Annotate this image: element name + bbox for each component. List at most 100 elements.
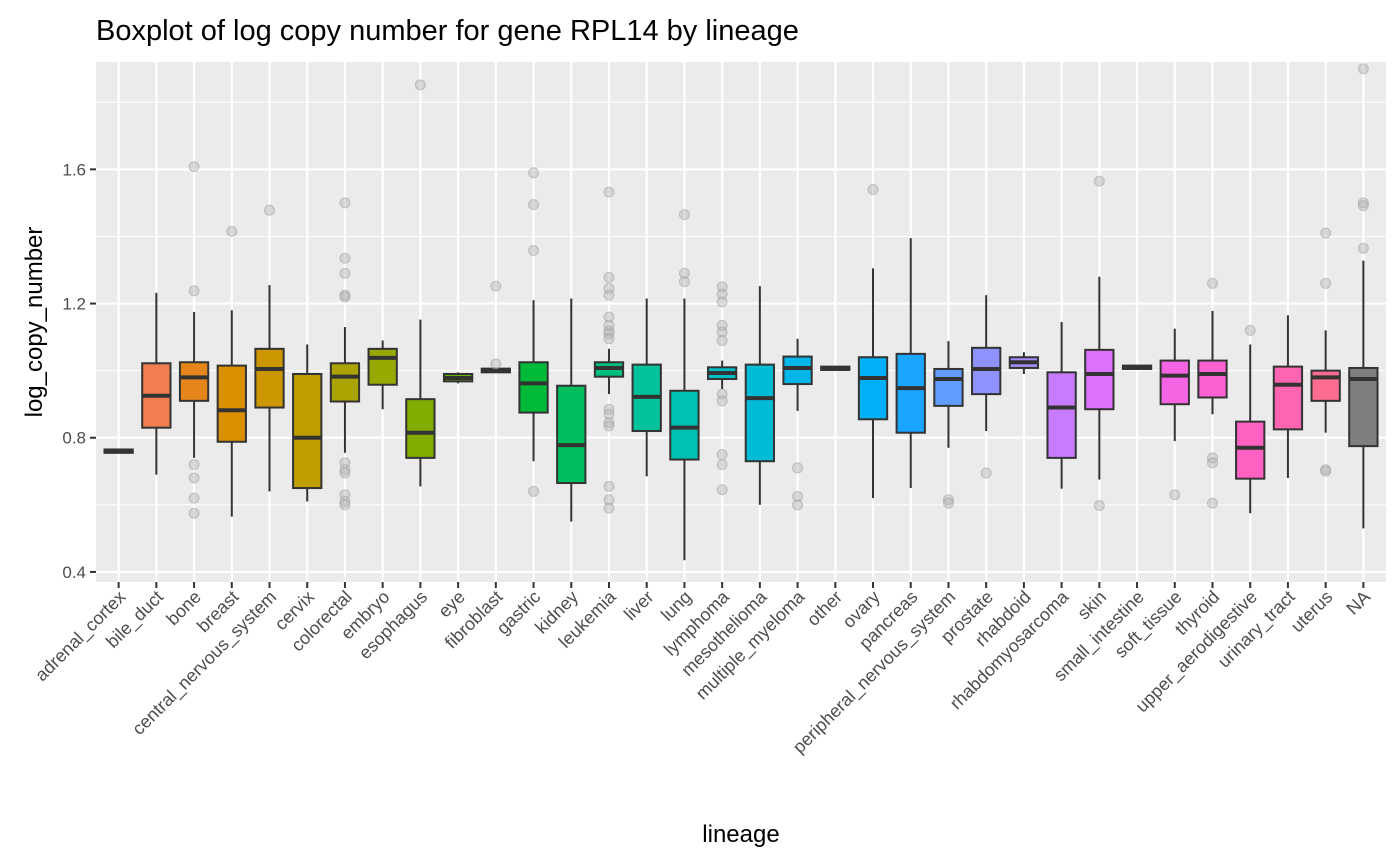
x-axis: adrenal_cortexbile_ductbonebreastcentral…: [31, 582, 1374, 758]
x-tick-label: liver: [620, 587, 657, 624]
outlier-point: [1093, 175, 1105, 187]
outlier-point: [1320, 227, 1332, 239]
outlier-point: [1169, 489, 1181, 501]
outlier-point: [942, 494, 954, 506]
iqr-box: [405, 398, 436, 459]
outlier-point: [603, 289, 615, 301]
iqr-box: [933, 367, 964, 407]
iqr-box: [329, 362, 361, 403]
iqr-box: [178, 361, 210, 402]
box-upper_aerodigestive: [1235, 324, 1266, 514]
boxes-layer: [103, 63, 1379, 561]
outlier-point: [603, 311, 615, 323]
iqr-box: [292, 373, 323, 490]
iqr-box: [1272, 365, 1304, 431]
x-tick-label: gastric: [493, 587, 545, 639]
box-soft_tissue: [1159, 328, 1190, 501]
box-fibroblast: [480, 280, 511, 374]
box-liver: [631, 298, 662, 477]
outlier-point: [339, 197, 351, 209]
iqr-box: [254, 347, 285, 409]
iqr-box: [216, 364, 247, 443]
iqr-box: [669, 389, 700, 461]
box-rhabdomyosarcoma: [1046, 322, 1077, 489]
box-multiple_myeloma: [782, 338, 813, 511]
iqr-box: [1084, 348, 1115, 411]
outlier-point: [339, 291, 351, 303]
box-NA: [1348, 63, 1379, 529]
y-tick-label: 1.2: [62, 295, 86, 314]
box-leukemia: [593, 186, 625, 514]
iqr-box: [367, 347, 398, 386]
box-mesothelioma: [744, 286, 776, 505]
outlier-point: [603, 480, 615, 492]
outlier-point: [603, 494, 615, 506]
y-tick-label: 1.6: [62, 160, 86, 179]
outlier-point: [188, 285, 200, 297]
box-esophagus: [405, 79, 436, 487]
outlier-point: [339, 267, 351, 279]
outlier-point: [188, 507, 200, 519]
outlier-point: [188, 472, 200, 484]
outlier-point: [716, 449, 728, 461]
box-colorectal: [329, 197, 361, 511]
outlier-point: [716, 288, 728, 300]
iqr-box: [556, 384, 587, 485]
outlier-point: [867, 183, 879, 195]
box-thyroid: [1197, 277, 1228, 509]
outlier-point: [603, 417, 615, 429]
outlier-point: [980, 467, 992, 479]
box-other: [820, 365, 851, 371]
outlier-point: [528, 199, 540, 211]
iqr-box: [744, 363, 776, 463]
outlier-point: [528, 167, 540, 179]
outlier-point: [528, 245, 540, 257]
outlier-point: [1357, 63, 1369, 75]
outlier-point: [339, 499, 351, 511]
box-skin: [1084, 175, 1115, 512]
iqr-box: [1310, 369, 1341, 402]
iqr-box: [1159, 359, 1190, 406]
box-rhabdoid: [1008, 352, 1040, 374]
box-breast: [216, 225, 247, 517]
x-tick-label: NA: [1342, 587, 1374, 619]
iqr-box: [518, 361, 549, 414]
box-eye: [442, 372, 474, 384]
plot-panel: [96, 62, 1386, 582]
outlier-point: [792, 462, 804, 474]
box-cervix: [292, 344, 323, 502]
outlier-point: [1320, 277, 1332, 289]
outlier-point: [603, 319, 615, 331]
outlier-point: [188, 459, 200, 471]
outlier-point: [792, 490, 804, 502]
box-ovary: [857, 183, 889, 499]
outlier-point: [339, 464, 351, 476]
outlier-point: [490, 280, 502, 292]
iqr-box: [1197, 359, 1228, 399]
outlier-point: [603, 186, 615, 198]
box-bile_duct: [141, 292, 172, 475]
outlier-point: [603, 502, 615, 514]
box-bone: [178, 161, 210, 519]
outlier-point: [678, 267, 690, 279]
outlier-point: [603, 408, 615, 420]
y-axis: 0.4 0.8 1.2 1.6: [62, 160, 96, 582]
outlier-point: [188, 161, 200, 173]
outlier-point: [678, 209, 690, 221]
iqr-box: [895, 352, 926, 434]
outlier-point: [603, 325, 615, 337]
outlier-point: [1206, 497, 1218, 509]
outlier-point: [716, 334, 728, 346]
outlier-point: [339, 252, 351, 264]
outlier-point: [603, 271, 615, 283]
outlier-point: [1093, 500, 1105, 512]
outlier-point: [339, 495, 351, 507]
y-tick-label: 0.8: [62, 429, 86, 448]
box-uterus: [1310, 227, 1341, 477]
box-adrenal_cortex: [103, 448, 134, 454]
outlier-point: [490, 358, 502, 370]
y-tick-label: 0.4: [62, 563, 86, 582]
chart-title: Boxplot of log copy number for gene RPL1…: [96, 15, 799, 47]
y-axis-title: log_copy_number: [21, 227, 48, 418]
